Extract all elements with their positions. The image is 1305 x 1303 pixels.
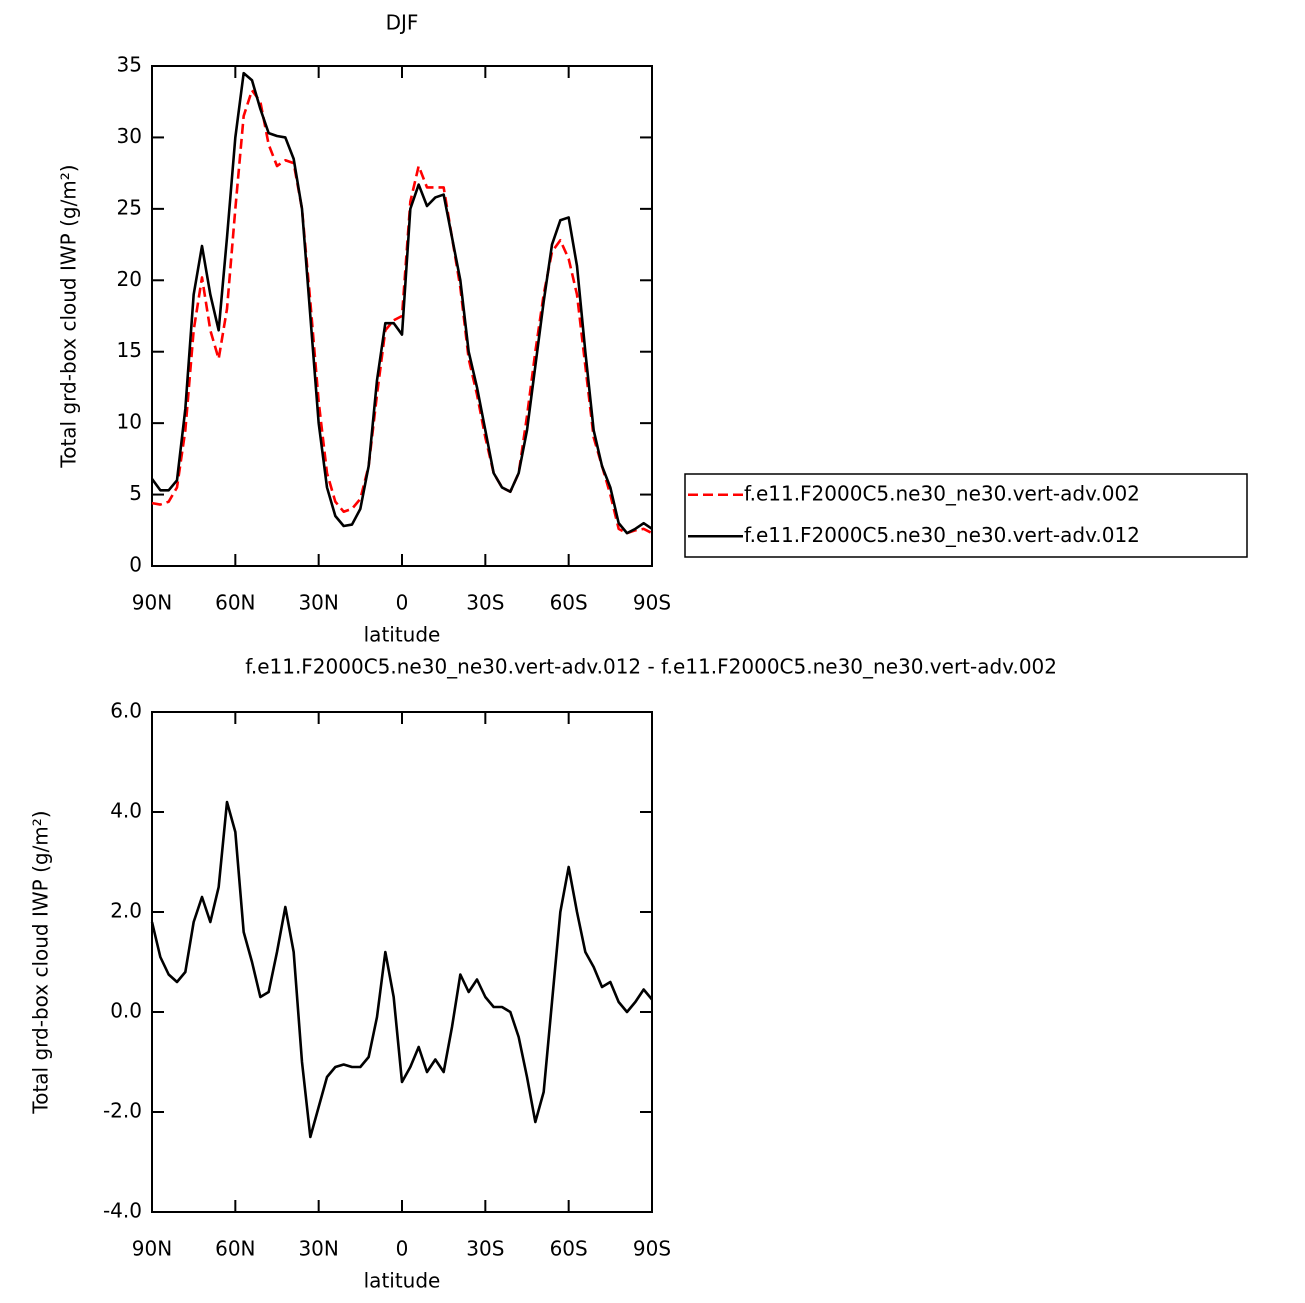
- y-axis-label: Total grd-box cloud IWP (g/m²): [29, 810, 53, 1114]
- x-tick-label: 30S: [466, 1237, 504, 1261]
- y-tick-label: 5: [129, 481, 142, 505]
- data-line: [151, 88, 653, 535]
- y-tick-label: 25: [117, 195, 142, 219]
- data-line: [150, 800, 653, 1139]
- plot-frame: [151, 711, 653, 1213]
- y-tick-label: 20: [117, 267, 142, 291]
- y-tick-label: 0.0: [110, 999, 142, 1023]
- x-tick-label: 0: [396, 1237, 409, 1261]
- x-tick-label: 90S: [633, 1237, 671, 1261]
- x-tick-label: 60N: [215, 1237, 255, 1261]
- y-tick-label: -4.0: [103, 1199, 142, 1223]
- x-axis-label: latitude: [364, 623, 441, 647]
- x-tick-label: 0: [396, 591, 409, 615]
- legend-label: f.e11.F2000C5.ne30_ne30.vert-adv.012: [744, 523, 1140, 547]
- y-tick-label: 4.0: [110, 799, 142, 823]
- x-tick-label: 90N: [132, 1237, 172, 1261]
- x-axis-label: latitude: [364, 1269, 441, 1293]
- y-tick-label: 2.0: [110, 899, 142, 923]
- legend-label: f.e11.F2000C5.ne30_ne30.vert-adv.002: [744, 481, 1140, 505]
- x-tick-label: 60S: [550, 591, 588, 615]
- x-tick-label: 90N: [132, 591, 172, 615]
- y-tick-label: 35: [117, 53, 142, 77]
- x-tick-label: 60S: [550, 1237, 588, 1261]
- legend-box: [684, 473, 1248, 558]
- chart-title: f.e11.F2000C5.ne30_ne30.vert-adv.012 - f…: [245, 655, 1057, 679]
- data-line: [150, 71, 653, 535]
- x-tick-label: 30N: [298, 591, 338, 615]
- x-tick-label: 30N: [298, 1237, 338, 1261]
- y-tick-label: 10: [117, 410, 142, 434]
- y-axis-label: Total grd-box cloud IWP (g/m²): [57, 164, 81, 468]
- y-tick-label: 0: [129, 553, 142, 577]
- y-tick-label: -2.0: [103, 1099, 142, 1123]
- y-tick-label: 30: [117, 124, 142, 148]
- plot-frame: [151, 65, 653, 567]
- y-tick-label: 6.0: [110, 699, 142, 723]
- y-tick-label: 15: [117, 338, 142, 362]
- x-tick-label: 90S: [633, 591, 671, 615]
- x-tick-label: 60N: [215, 591, 255, 615]
- chart-title: DJF: [386, 11, 419, 35]
- x-tick-label: 30S: [466, 591, 504, 615]
